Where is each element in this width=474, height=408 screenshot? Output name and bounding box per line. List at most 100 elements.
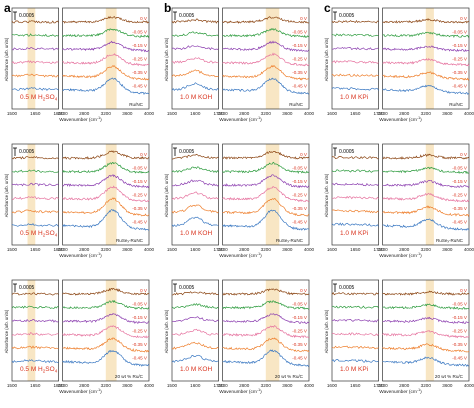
panel-b-3: Absorbance (arb. units) 0.0005 0 V -0.05 V -… <box>164 279 315 395</box>
spectrum-line-right-6 <box>62 209 150 231</box>
spectrum-line-right-5 <box>62 64 150 81</box>
x-tick-label: 2400 <box>57 247 68 252</box>
highlight-band <box>105 280 117 381</box>
spectrum-line-right-4 <box>62 325 150 339</box>
plot-frame-left <box>331 143 379 246</box>
spectrum-line-left-4 <box>171 57 219 65</box>
x-tick-label: 4000 <box>304 247 315 252</box>
x-tick-label: 1650 <box>30 383 41 388</box>
x-tick-label: 3600 <box>122 383 133 388</box>
spectrum-line-left-3 <box>11 182 59 187</box>
x-tick-label: 1600 <box>327 383 338 388</box>
potential-label: -0.35 V <box>452 70 468 75</box>
potential-label: 0 V <box>460 152 468 157</box>
potential-label: 0 V <box>140 152 148 157</box>
spectrum-line-left-6 <box>11 87 59 91</box>
scale-bar-label: 0.0005 <box>19 149 35 155</box>
potential-label: -0.05 V <box>452 166 468 171</box>
potential-label: 0 V <box>140 288 148 293</box>
plot-frame-right <box>62 7 150 110</box>
panel-b-1: Absorbance (arb. units) 0.0005 0 V -0.05 V -… <box>164 7 315 123</box>
spectrum-line-left-1 <box>11 156 59 160</box>
scale-bar-label: 0.0005 <box>179 285 195 291</box>
x-tick-label: 1500 <box>7 111 18 116</box>
plot-frame-left <box>171 7 219 110</box>
x-tick-label: 2400 <box>217 247 228 252</box>
electrolyte-label: 0.5 M H2SO4 <box>20 230 58 238</box>
plot-frame-left <box>11 279 59 382</box>
spectrum-line-left-3 <box>171 179 219 187</box>
x-tick-label: 3200 <box>421 247 432 252</box>
spectrum-line-right-3 <box>222 313 310 324</box>
x-tick-label: 2800 <box>239 111 250 116</box>
potential-label: -0.15 V <box>292 315 308 320</box>
plot-frame-left <box>171 279 219 382</box>
potential-label: -0.45 V <box>132 356 148 361</box>
x-axis-label: Wavenumber (cm-1) <box>219 116 262 123</box>
panel-b-2: Absorbance (arb. units) 0.0005 0 V -0.05 V -… <box>164 143 315 259</box>
scale-bar-label: 0.0005 <box>339 285 355 291</box>
x-tick-label: 3200 <box>421 111 432 116</box>
spectrum-line-right-2 <box>222 300 310 310</box>
catalyst-label: RuSeₓ-RuNC <box>116 238 144 243</box>
x-axis-label: Wavenumber (cm-1) <box>379 252 422 259</box>
spectrum-line-left-1 <box>11 292 59 296</box>
x-tick-label: 1650 <box>30 247 41 252</box>
potential-label: 0 V <box>460 16 468 21</box>
x-tick-label: 1600 <box>190 111 201 116</box>
spectrum-line-right-2 <box>62 161 150 174</box>
spectrum-line-right-2 <box>62 299 150 310</box>
potential-label: -0.25 V <box>132 193 148 198</box>
plot-frame-right <box>222 7 310 110</box>
plot-frame-left <box>331 7 379 110</box>
x-axis-label: Wavenumber (cm-1) <box>59 388 102 395</box>
electrolyte-label: 1.0 M KPi <box>340 94 368 101</box>
spectrum-line-right-6 <box>382 84 470 95</box>
plot-frame-left <box>331 279 379 382</box>
x-tick-label: 4000 <box>144 383 155 388</box>
spectrum-line-left-5 <box>11 209 59 214</box>
spectrum-line-right-4 <box>62 53 150 67</box>
potential-label: -0.45 V <box>452 84 468 89</box>
potential-label: -0.05 V <box>292 30 308 35</box>
x-tick-label: 1600 <box>190 247 201 252</box>
potential-label: -0.25 V <box>132 57 148 62</box>
plot-frame-left <box>171 143 219 246</box>
x-tick-label: 3600 <box>442 383 453 388</box>
panel-a-1: Absorbance (arb. units) 0.0005 0 V -0.05 V -… <box>4 7 155 123</box>
spectrum-line-left-4 <box>11 60 59 64</box>
x-tick-label: 4000 <box>304 383 315 388</box>
potential-label: -0.15 V <box>452 179 468 184</box>
spectrum-line-left-1 <box>331 156 379 160</box>
spectrum-line-left-4 <box>331 60 379 64</box>
spectrum-line-right-1 <box>382 290 470 296</box>
spectrum-line-right-6 <box>222 349 310 367</box>
x-tick-label: 1700 <box>373 383 384 388</box>
potential-label: -0.35 V <box>292 342 308 347</box>
catalyst-label: 20 wt % Ru/C <box>275 374 304 379</box>
potential-label: 0 V <box>300 152 308 157</box>
highlight-band <box>27 8 36 109</box>
potential-label: -0.45 V <box>452 356 468 361</box>
x-tick-label: 1700 <box>213 383 224 388</box>
panel-a-2: Absorbance (arb. units) 0.0005 0 V -0.05 V -… <box>4 143 155 259</box>
x-tick-label: 3600 <box>282 383 293 388</box>
spectrum-line-right-3 <box>62 313 150 324</box>
y-axis-label: Absorbance (arb. units) <box>324 309 329 353</box>
spectrum-line-left-4 <box>331 332 379 336</box>
spectrum-line-left-1 <box>171 291 219 296</box>
potential-label: -0.05 V <box>452 30 468 35</box>
y-axis-label: Absorbance (arb. units) <box>4 173 9 217</box>
potential-label: -0.05 V <box>132 302 148 307</box>
scale-bar-label: 0.0005 <box>339 13 355 19</box>
panel-letter-c: c <box>324 1 331 15</box>
plot-frame-left <box>11 143 59 246</box>
x-tick-label: 1500 <box>167 111 178 116</box>
spectrum-line-left-1 <box>171 153 219 160</box>
x-tick-label: 2400 <box>57 383 68 388</box>
potential-label: -0.45 V <box>132 84 148 89</box>
potential-label: -0.35 V <box>452 206 468 211</box>
x-tick-label: 3600 <box>442 111 453 116</box>
spectrum-line-left-4 <box>171 191 219 200</box>
plot-frame-left <box>11 7 59 110</box>
